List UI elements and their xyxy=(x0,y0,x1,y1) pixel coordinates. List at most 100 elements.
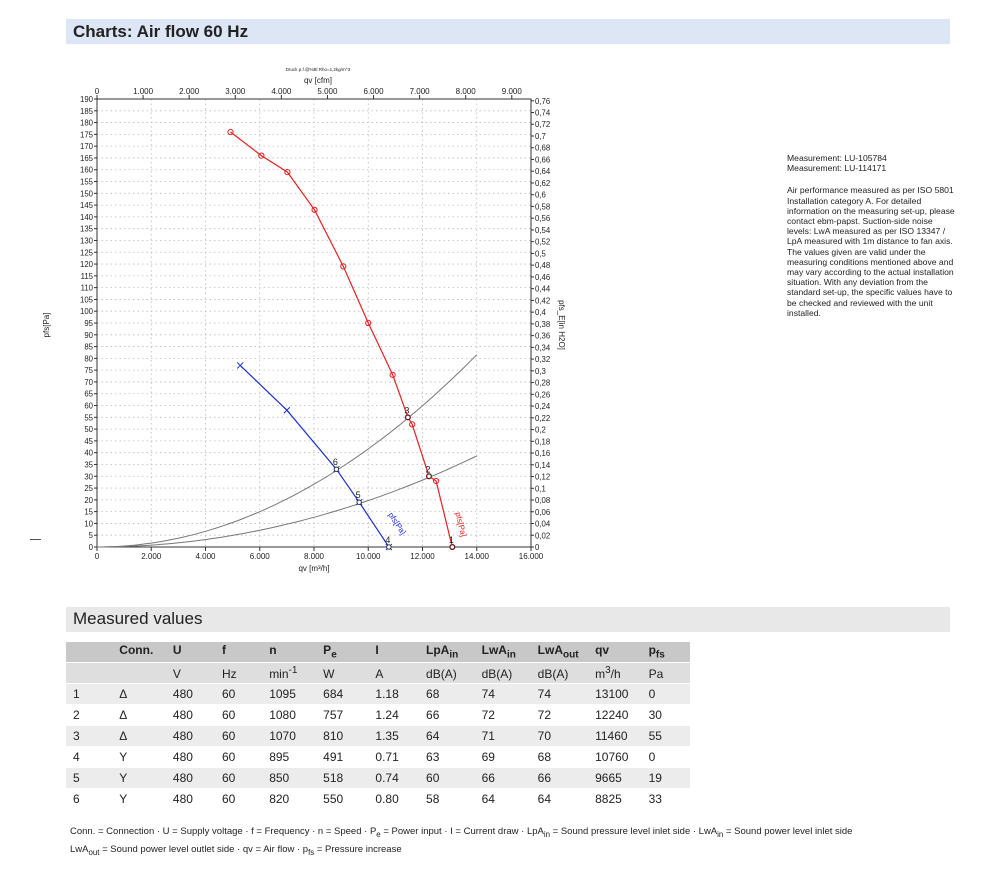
y-tick-label: 25 xyxy=(84,484,93,493)
series-line xyxy=(239,364,390,548)
y-tick-label: 170 xyxy=(80,142,94,151)
y2-tick-label: 0,04 xyxy=(535,520,551,529)
operating-point xyxy=(356,499,362,505)
table-cell: 850 xyxy=(262,768,317,788)
measurement-id: Measurement: LU-105784 xyxy=(787,153,887,163)
y2-tick-label: 0,6 xyxy=(535,191,546,200)
x-tick-label: 2.000 xyxy=(141,552,162,561)
y-tick-label: 75 xyxy=(84,366,93,375)
y-tick-label: 100 xyxy=(80,307,94,316)
y2-tick-label: 0,2 xyxy=(535,426,546,435)
table-cell: 60 xyxy=(215,705,263,725)
table-cell: 13100 xyxy=(588,684,642,704)
y2-tick-label: 0,76 xyxy=(535,97,550,106)
y2-tick-label: 0,72 xyxy=(535,120,550,129)
table-cell: 0 xyxy=(641,747,690,767)
x-tick-label: 6.000 xyxy=(250,552,271,561)
table-cell: 757 xyxy=(316,705,369,725)
table-cell: 0.80 xyxy=(368,789,420,809)
y2-tick-label: 0,36 xyxy=(535,332,550,341)
y2-tick-label: 0,18 xyxy=(535,437,550,446)
y-tick-label: 45 xyxy=(84,437,93,446)
table-cell: 480 xyxy=(165,705,215,725)
unit-cell: dB(A) xyxy=(530,663,589,683)
chart-caption: Druck p.f.@%Bl Rho=1,2kg/m^3 xyxy=(286,67,351,72)
y-tick-label: 145 xyxy=(80,201,94,210)
y-tick-label: 60 xyxy=(84,402,93,411)
table-cell: 4 xyxy=(66,747,113,767)
table-cell: Δ xyxy=(112,726,166,746)
column-header: LpAin xyxy=(419,642,475,662)
y2-tick-label: 0,66 xyxy=(535,155,550,164)
y-tick-label: 155 xyxy=(80,178,94,187)
table-cell: 68 xyxy=(419,684,475,704)
x-tick-label: 14.000 xyxy=(465,552,490,561)
x-tick-label: 4.000 xyxy=(195,552,216,561)
y-tick-label: 35 xyxy=(84,460,93,469)
measurement-description: Air performance measured as per ISO 5801… xyxy=(787,185,955,318)
table-cell: 8825 xyxy=(588,789,642,809)
measurement-id: Measurement: LU-114171 xyxy=(787,163,887,174)
x-tick-label: 12.000 xyxy=(410,552,435,561)
table-cell: Y xyxy=(112,789,166,809)
x-tick-label: 0 xyxy=(95,552,100,561)
measured-values-title: Measured values xyxy=(73,609,203,628)
table-row: 3 Δ 480 60 1070 810 1.35 64 71 70 11460 55 xyxy=(66,726,690,746)
table-row: 4 Y 480 60 895 491 0.71 63 69 68 10760 0 xyxy=(66,747,690,767)
column-header xyxy=(66,642,113,662)
y-tick-label: 165 xyxy=(80,154,94,163)
column-header: n xyxy=(262,642,317,662)
table-cell: Y xyxy=(112,747,166,767)
table-cell: 0 xyxy=(641,684,690,704)
data-point xyxy=(365,319,372,327)
y2-tick-label: 0,56 xyxy=(535,214,550,223)
table-cell: 64 xyxy=(419,726,475,746)
y-tick-label: 5 xyxy=(89,531,94,540)
table-cell: 480 xyxy=(165,789,215,809)
table-cell: Δ xyxy=(112,705,166,725)
table-cell: Y xyxy=(112,768,166,788)
data-point xyxy=(432,477,440,485)
table-row: 1 Δ 480 60 1095 684 1.18 68 74 74 13100 0 xyxy=(66,684,690,704)
table-cell: 480 xyxy=(165,684,215,704)
data-point xyxy=(284,168,291,176)
table-row: 6 Y 480 60 820 550 0.80 58 64 64 8825 33 xyxy=(66,789,690,809)
y2-tick-label: 0,38 xyxy=(535,320,550,329)
y2-tick-label: 0,3 xyxy=(535,367,546,376)
y2-tick-label: 0,74 xyxy=(535,109,551,118)
operating-point xyxy=(386,544,392,550)
x2-tick-label: 4.000 xyxy=(271,87,292,96)
y-tick-label: 70 xyxy=(84,378,93,387)
y2-tick-label: 0,16 xyxy=(535,449,550,458)
operating-point-label: 5 xyxy=(356,490,361,500)
table-cell: 74 xyxy=(530,684,589,704)
operating-point-label: 3 xyxy=(404,405,409,415)
y2-tick-label: 0,62 xyxy=(535,179,550,188)
unit-cell: W xyxy=(316,663,369,683)
table-cell: 0.74 xyxy=(368,768,420,788)
operating-point-label: 1 xyxy=(449,535,454,545)
y2-tick-label: 0,7 xyxy=(535,132,546,141)
table-cell: 68 xyxy=(530,747,589,767)
y-tick-label: 190 xyxy=(80,95,94,104)
y-tick-label: 140 xyxy=(80,213,94,222)
x2-axis-label: qv [cfm] xyxy=(304,76,332,85)
series-line xyxy=(230,131,453,548)
y-tick-label: 90 xyxy=(84,331,93,340)
table-cell: 1.18 xyxy=(368,684,420,704)
abbreviation-legend: Conn. = Connection · U = Supply voltage … xyxy=(70,824,970,860)
y2-tick-label: 0,02 xyxy=(535,531,550,540)
y2-tick-label: 0,46 xyxy=(535,273,550,282)
column-header: U xyxy=(165,642,215,662)
table-cell: 820 xyxy=(262,789,317,809)
table-cell: 480 xyxy=(165,726,215,746)
y2-tick-label: 0,08 xyxy=(535,496,550,505)
column-header: Pe xyxy=(316,642,369,662)
table-cell: 64 xyxy=(530,789,589,809)
y2-tick-label: 0,44 xyxy=(535,285,551,294)
table-cell: 895 xyxy=(262,747,317,767)
table-cell: 66 xyxy=(474,768,531,788)
table-cell: 5 xyxy=(66,768,113,788)
column-header: f xyxy=(215,642,263,662)
y-tick-label: 130 xyxy=(80,236,94,245)
